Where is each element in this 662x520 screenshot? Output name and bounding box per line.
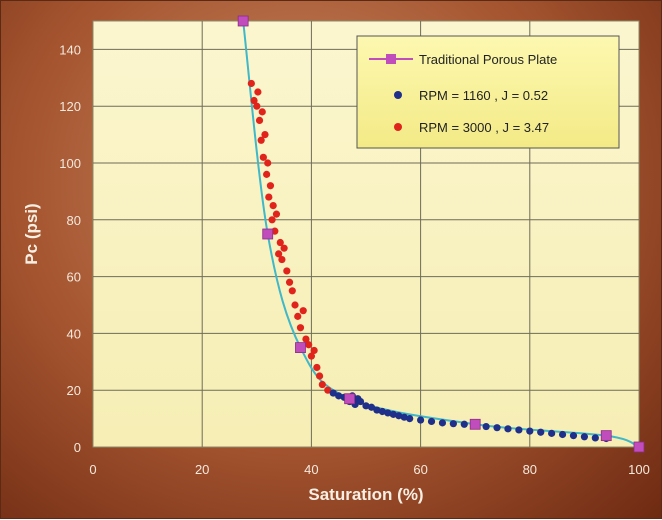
point-rpm-1160 <box>449 420 457 428</box>
point-rpm-3000 <box>250 96 258 105</box>
point-rpm-3000 <box>285 278 294 286</box>
point-rpm-3000 <box>255 116 264 124</box>
point-rpm-3000 <box>324 386 332 394</box>
point-rpm-3000 <box>253 102 261 110</box>
point-rpm-1160 <box>335 392 343 400</box>
point-rpm-3000 <box>280 244 288 252</box>
point-rpm-3000 <box>302 335 310 343</box>
point-rpm-3000 <box>265 193 273 201</box>
point-rpm-3000 <box>288 287 296 295</box>
point-rpm-1160 <box>580 433 589 441</box>
point-rpm-3000 <box>261 131 269 139</box>
y-axis-title: Pc (psi) <box>22 203 41 264</box>
point-rpm-1160 <box>515 426 523 434</box>
y-tick-label: 40 <box>67 326 81 341</box>
legend-marker-rpm-1160 <box>394 91 402 99</box>
x-tick-label: 80 <box>523 462 537 477</box>
point-rpm-3000 <box>269 202 277 210</box>
point-rpm-3000 <box>305 341 313 349</box>
marker-traditional-porous-plate <box>633 441 645 453</box>
point-rpm-3000 <box>278 255 286 264</box>
point-rpm-3000 <box>315 372 324 380</box>
x-axis-title: Saturation (%) <box>308 485 423 504</box>
point-rpm-3000 <box>299 307 307 315</box>
point-rpm-3000 <box>275 250 283 258</box>
point-rpm-1160 <box>400 413 408 421</box>
point-rpm-1160 <box>438 419 447 427</box>
point-rpm-1160 <box>460 420 468 428</box>
point-rpm-1160 <box>329 389 337 397</box>
point-rpm-1160 <box>526 427 534 435</box>
y-tick-label: 120 <box>59 99 81 114</box>
legend-label: RPM = 3000 , J = 3.47 <box>419 120 549 135</box>
y-axis-ticks: 0 20 40 60 80 100 120 140 <box>59 42 81 455</box>
point-rpm-3000 <box>259 153 267 161</box>
point-rpm-3000 <box>254 88 262 96</box>
point-rpm-1160 <box>548 429 556 437</box>
y-tick-label: 60 <box>67 270 81 285</box>
legend: Traditional Porous Plate RPM = 1160 , J =… <box>356 35 620 149</box>
point-rpm-1160 <box>569 432 578 440</box>
legend-label: Traditional Porous Plate <box>419 52 557 67</box>
point-rpm-3000 <box>318 380 326 389</box>
point-rpm-1160 <box>537 428 545 436</box>
point-rpm-1160 <box>406 415 414 423</box>
point-rpm-3000 <box>283 267 291 275</box>
marker-traditional-porous-plate <box>237 15 249 27</box>
series-layer <box>237 15 645 453</box>
point-rpm-1160 <box>417 416 425 424</box>
point-rpm-3000 <box>294 312 302 320</box>
marker-traditional-porous-plate <box>344 393 356 405</box>
point-rpm-3000 <box>258 108 266 116</box>
point-rpm-3000 <box>313 363 321 372</box>
point-rpm-3000 <box>307 352 315 360</box>
point-rpm-3000 <box>263 170 271 178</box>
point-rpm-3000 <box>268 216 276 224</box>
point-rpm-1160 <box>373 406 381 414</box>
point-rpm-3000 <box>266 182 275 190</box>
point-rpm-1160 <box>384 409 392 417</box>
point-rpm-3000 <box>264 159 272 167</box>
x-tick-label: 20 <box>195 462 209 477</box>
point-rpm-1160 <box>591 434 599 442</box>
point-rpm-1160 <box>558 430 567 439</box>
point-rpm-3000 <box>257 136 265 144</box>
legend-marker-rpm-3000 <box>394 123 402 131</box>
point-rpm-1160 <box>504 425 512 433</box>
point-rpm-1160 <box>367 403 376 411</box>
x-tick-label: 100 <box>628 462 650 477</box>
point-rpm-3000 <box>276 238 284 247</box>
x-tick-label: 0 <box>89 462 96 477</box>
point-rpm-1160 <box>493 424 501 432</box>
point-rpm-1160 <box>356 397 365 406</box>
marker-traditional-porous-plate <box>600 430 612 442</box>
y-tick-label: 100 <box>59 156 81 171</box>
point-rpm-1160 <box>389 410 397 418</box>
point-rpm-3000 <box>296 324 305 332</box>
y-tick-label: 140 <box>59 42 81 57</box>
point-rpm-1160 <box>427 417 436 426</box>
x-tick-label: 40 <box>304 462 318 477</box>
point-rpm-3000 <box>291 301 299 309</box>
y-tick-label: 80 <box>67 213 81 228</box>
x-tick-label: 60 <box>413 462 427 477</box>
point-rpm-1160 <box>395 412 403 420</box>
legend-label: RPM = 1160 , J = 0.52 <box>419 88 548 103</box>
point-rpm-1160 <box>378 407 386 416</box>
y-tick-label: 0 <box>74 440 81 455</box>
y-tick-label: 20 <box>67 383 81 398</box>
marker-traditional-porous-plate <box>295 342 306 354</box>
point-rpm-3000 <box>310 346 318 355</box>
point-rpm-1160 <box>362 402 370 410</box>
marker-traditional-porous-plate <box>469 418 481 430</box>
point-rpm-3000 <box>272 210 281 218</box>
legend-marker-traditional-porous-plate <box>386 54 396 64</box>
point-rpm-3000 <box>247 79 255 88</box>
x-axis-ticks: 0 20 40 60 80 100 <box>89 462 649 477</box>
marker-traditional-porous-plate <box>262 228 274 240</box>
point-rpm-1160 <box>482 422 490 431</box>
